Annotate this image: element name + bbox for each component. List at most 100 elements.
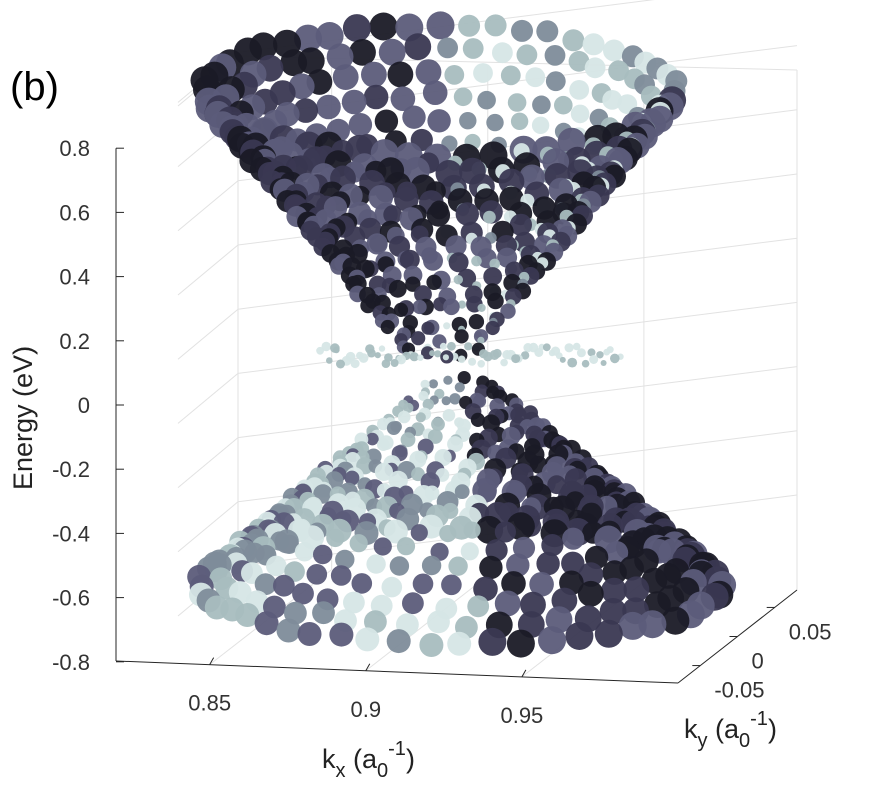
- data-point: [293, 98, 319, 123]
- data-point: [500, 358, 508, 367]
- data-point: [360, 297, 376, 314]
- data-point: [559, 356, 566, 363]
- data-point: [444, 65, 465, 85]
- data-point: [500, 65, 521, 86]
- x-label-end: ): [406, 744, 415, 774]
- data-point: [570, 104, 590, 124]
- data-point: [443, 322, 451, 330]
- data-point: [396, 537, 416, 556]
- data-point: [429, 350, 436, 357]
- data-point: [445, 235, 467, 257]
- data-point: [266, 555, 287, 577]
- data-point: [485, 539, 508, 562]
- data-point: [366, 432, 379, 446]
- grid-line: [177, 180, 239, 232]
- data-point: [422, 398, 434, 411]
- data-point: [366, 554, 386, 574]
- data-point: [492, 42, 513, 64]
- data-point: [388, 470, 408, 491]
- data-point: [453, 87, 473, 107]
- data-point: [434, 449, 452, 467]
- x-tick-mark: [521, 669, 527, 678]
- z-tick-label: -0.2: [52, 457, 90, 482]
- data-point: [467, 595, 490, 618]
- data-point: [410, 524, 428, 542]
- grid-line: [177, 244, 239, 296]
- data-point: [468, 314, 485, 330]
- data-point: [589, 355, 599, 364]
- data-point: [602, 90, 623, 110]
- data-point: [479, 555, 503, 580]
- data-point: [344, 470, 360, 486]
- z-axis-label: Energy (eV): [8, 346, 38, 490]
- data-point: [525, 67, 546, 88]
- data-point: [483, 351, 493, 362]
- z-tick-label: -0.4: [52, 521, 90, 546]
- data-point: [294, 542, 315, 562]
- data-point: [326, 43, 354, 71]
- y-label-sub: y: [698, 730, 708, 752]
- data-point: [292, 582, 314, 605]
- data-point: [572, 342, 581, 351]
- y-tick-labels: -0.05 0 0.05: [714, 619, 831, 702]
- data-point: [565, 622, 594, 650]
- data-point: [596, 351, 604, 359]
- data-point: [581, 359, 590, 368]
- data-point: [477, 90, 496, 110]
- data-point: [312, 601, 335, 625]
- panel-label: (b): [10, 65, 59, 109]
- data-point: [536, 20, 559, 43]
- z-tick-label: -0.6: [52, 586, 90, 611]
- data-point: [415, 412, 426, 423]
- data-point: [448, 252, 469, 273]
- data-point: [506, 629, 535, 658]
- data-point: [441, 574, 462, 596]
- x-tick-label: 0.9: [350, 697, 381, 722]
- y-label-mid: (a: [708, 714, 740, 744]
- data-point: [468, 357, 477, 366]
- data-point: [374, 109, 399, 133]
- data-point: [417, 354, 424, 361]
- data-point: [336, 359, 345, 369]
- data-point: [442, 409, 456, 422]
- data-point: [494, 521, 516, 543]
- y-label-sup: -1: [750, 708, 768, 730]
- data-point: [483, 210, 496, 224]
- grid-line: [177, 373, 239, 424]
- z-tick-label: 0: [78, 393, 90, 418]
- data-point: [478, 627, 507, 656]
- data-point: [351, 573, 373, 594]
- data-point: [470, 412, 485, 427]
- data-point: [412, 573, 434, 595]
- data-point: [439, 342, 447, 350]
- data-point: [608, 60, 629, 82]
- z-tick-label: 0.8: [59, 136, 90, 161]
- y-label-base: k: [684, 714, 698, 744]
- data-point: [536, 551, 560, 576]
- data-point: [567, 357, 578, 368]
- x-tick-label: 0.85: [188, 691, 231, 716]
- data-point: [458, 14, 481, 37]
- data-point: [380, 319, 395, 335]
- data-point: [507, 93, 527, 112]
- data-point: [280, 49, 308, 77]
- y-label-end: ): [768, 714, 777, 744]
- data-point: [484, 14, 507, 37]
- data-point: [431, 417, 445, 432]
- data-point: [378, 38, 406, 66]
- data-point: [473, 576, 498, 602]
- data-point: [422, 80, 448, 105]
- data-point: [409, 450, 427, 468]
- z-tick-label: -0.8: [52, 650, 90, 675]
- z-tick-label: 0.6: [59, 200, 90, 225]
- data-point: [555, 352, 563, 360]
- data-point: [602, 560, 627, 585]
- data-point: [437, 37, 458, 59]
- data-point: [520, 351, 530, 360]
- data-point: [383, 519, 408, 544]
- data-point: [418, 390, 429, 402]
- data-point: [426, 11, 455, 40]
- data-point: [561, 551, 585, 575]
- x-label-mid: (a: [346, 744, 378, 774]
- data-point: [386, 421, 401, 435]
